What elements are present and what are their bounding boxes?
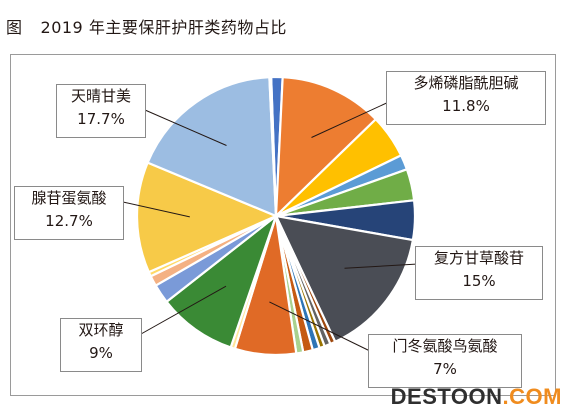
pie-slice-腺苷蛋氨酸 <box>135 161 278 274</box>
watermark-suffix: .COM <box>502 384 562 409</box>
leader-line-天晴甘美 <box>144 109 227 146</box>
pie-slice-天晴甘美 <box>146 76 278 218</box>
callout-name: 复方甘草酸苷 <box>433 249 524 267</box>
watermark-logo: DESTOON.COM <box>391 384 562 410</box>
callout-ornithine: 门冬氨酸鸟氨酸 7% <box>368 334 522 388</box>
figure-title-text: 2019 年主要保肝护肝类药物占比 <box>40 18 287 37</box>
callout-value: 9% <box>89 344 113 362</box>
pie-slice-21 <box>268 75 278 218</box>
callout-value: 15% <box>462 272 496 290</box>
callout-value: 11.8% <box>442 97 490 115</box>
leader-line-多烯磷脂酰胆碱 <box>311 100 392 138</box>
callout-tianqing: 天晴甘美 17.7% <box>56 84 146 138</box>
watermark-main: DESTOON <box>390 384 503 409</box>
figure-title: 图 2019 年主要保肝护肝类药物占比 <box>6 14 287 38</box>
callout-name: 门冬氨酸鸟氨酸 <box>392 337 498 355</box>
leader-line-门冬氨酸鸟氨酸 <box>269 301 373 353</box>
pie-slice-双环醇 <box>165 214 278 349</box>
callout-name: 多烯磷脂酰胆碱 <box>413 74 519 92</box>
pie-slices <box>135 75 417 357</box>
leader-line-腺苷蛋氨酸 <box>122 201 190 218</box>
callout-ademetionine: 腺苷蛋氨酸 12.7% <box>14 186 124 240</box>
callout-value: 17.7% <box>77 110 125 128</box>
chart-frame <box>10 54 556 396</box>
callout-glycyrrhizin: 复方甘草酸苷 15% <box>415 246 543 300</box>
callout-name: 双环醇 <box>78 321 124 339</box>
callout-value: 7% <box>433 360 457 378</box>
callout-name: 天晴甘美 <box>70 87 131 105</box>
pie-slice-复方甘草酸苷 <box>274 214 414 343</box>
callout-phospholipid: 多烯磷脂酰胆碱 11.8% <box>386 71 546 125</box>
callout-bicyclol: 双环醇 9% <box>60 318 142 372</box>
leader-line-双环醇 <box>140 285 227 335</box>
figure-label: 图 <box>6 18 23 37</box>
pie-slice-多烯磷脂酰胆碱 <box>274 76 377 218</box>
leader-lines <box>122 100 419 353</box>
leader-line-复方甘草酸苷 <box>344 263 419 269</box>
callout-name: 腺苷蛋氨酸 <box>31 189 107 207</box>
callout-value: 12.7% <box>45 212 93 230</box>
